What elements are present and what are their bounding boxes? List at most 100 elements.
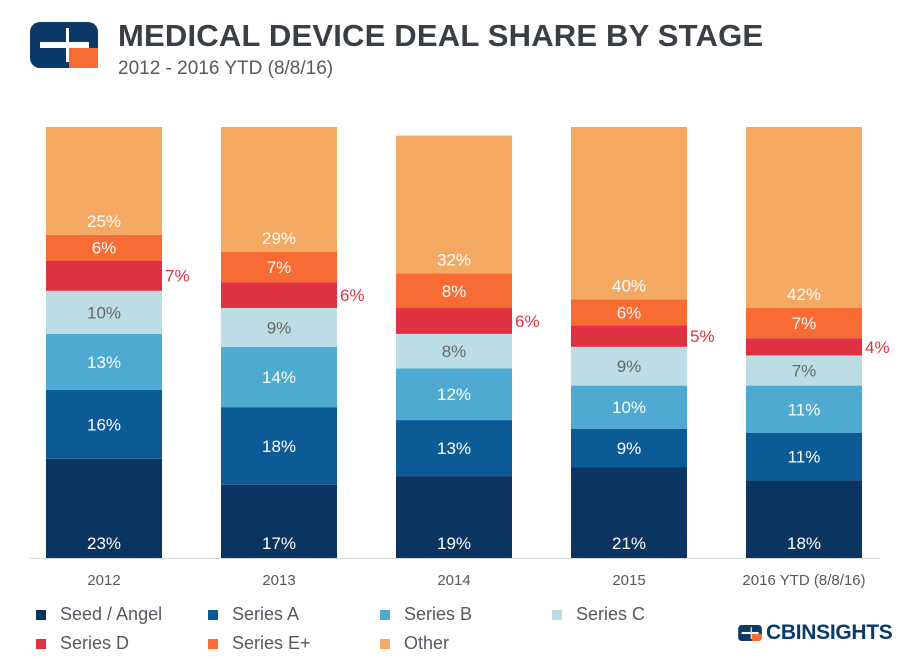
x-tick-label: 2012 (87, 572, 120, 589)
legend-label: Other (404, 633, 450, 653)
data-label: 4% (865, 338, 890, 357)
data-label: 12% (437, 385, 471, 404)
chart-subtitle: 2012 - 2016 YTD (8/8/16) (118, 58, 334, 79)
data-label: 18% (262, 437, 296, 456)
x-tick-label: 2016 YTD (8/8/16) (742, 572, 865, 589)
bar-segment (221, 282, 337, 309)
bar-segment (396, 476, 512, 558)
bar-segment (571, 127, 687, 300)
x-tick-label: 2014 (437, 572, 470, 589)
data-label: 18% (787, 534, 821, 553)
bar-segment (221, 251, 337, 283)
data-label: 9% (617, 439, 642, 458)
bar-segment (396, 273, 512, 309)
legend-swatch (36, 609, 46, 620)
data-label: 23% (87, 534, 121, 553)
legend-label: Series E+ (232, 633, 311, 653)
data-label: 11% (788, 448, 821, 467)
chart-title: MEDICAL DEVICE DEAL SHARE BY STAGE (118, 18, 764, 53)
bar-segment (571, 325, 687, 347)
data-label: 13% (87, 353, 121, 372)
bar-segment (46, 234, 162, 261)
data-label: 6% (92, 239, 117, 258)
legend-swatch (380, 609, 390, 620)
bar-segment (746, 338, 862, 356)
bar-segment (746, 127, 862, 309)
legend-label: Series C (576, 604, 646, 624)
bar-segment (221, 484, 337, 558)
legend-label: Series B (404, 604, 473, 624)
data-label: 13% (437, 439, 471, 458)
data-label: 7% (792, 362, 817, 381)
data-label: 17% (262, 534, 296, 553)
legend-item: Other (380, 633, 552, 654)
bar-segment (396, 420, 512, 477)
data-label: 25% (87, 212, 121, 231)
legend-item: Series D (36, 633, 208, 654)
bar-segment (46, 127, 162, 235)
bar-segment (746, 355, 862, 386)
data-label: 40% (612, 276, 646, 295)
data-label: 9% (267, 318, 292, 337)
bar-segment (46, 389, 162, 459)
data-label: 6% (515, 312, 540, 331)
bar-segment (746, 433, 862, 481)
data-label: 29% (262, 229, 296, 248)
bar-segment (571, 428, 687, 468)
data-label: 16% (87, 415, 121, 434)
legend-item: Series C (552, 604, 676, 625)
legend-swatch (208, 609, 218, 620)
legend-label: Series D (60, 633, 130, 653)
data-label: 8% (442, 282, 467, 301)
bar-segment (746, 308, 862, 339)
data-label: 6% (340, 286, 365, 305)
data-label: 5% (690, 327, 715, 346)
bar-segment (746, 480, 862, 558)
data-label: 42% (787, 285, 821, 304)
legend-item: Series E+ (208, 633, 380, 654)
stacked-bar-chart: 23% 16% 13% 10% 7% 6% 25% 2012 17% 18% 14% 9% 6% 7% 29… (30, 127, 890, 589)
data-label: 9% (617, 357, 642, 376)
data-label: 32% (437, 251, 471, 270)
x-tick-label: 2013 (262, 572, 295, 589)
legend-swatch (552, 609, 562, 620)
data-label: 11% (788, 400, 821, 419)
bar-segment (396, 333, 512, 369)
data-label: 7% (165, 267, 190, 286)
data-label: 10% (87, 303, 121, 322)
legend-item: Seed / Angel (36, 604, 208, 625)
bar-segment (571, 467, 687, 558)
cb-insights-brand: CBINSIGHTS (738, 621, 893, 645)
cb-insights-brand-icon (738, 625, 762, 641)
cb-insights-logo (30, 22, 98, 68)
bar-segment (221, 127, 337, 252)
data-label: 7% (792, 314, 817, 333)
bar-segment (396, 135, 512, 274)
data-label: 7% (267, 258, 292, 277)
bar-segment (46, 333, 162, 390)
chart-legend: Seed / Angel Series A Series B Series C Seri… (36, 604, 676, 654)
bar-segment (396, 308, 512, 334)
bar-segment (46, 260, 162, 291)
bar-segment (746, 385, 862, 434)
data-label: 19% (437, 534, 471, 553)
bar-segment (571, 299, 687, 326)
legend-swatch (36, 638, 46, 649)
data-label: 21% (612, 534, 646, 553)
bar-segment (571, 385, 687, 429)
legend-label: Series A (232, 604, 300, 624)
data-label: 10% (612, 398, 646, 417)
bar-segment (46, 458, 162, 558)
brand-text: CBINSIGHTS (766, 621, 893, 644)
bar-segment (571, 346, 687, 386)
legend-label: Seed / Angel (60, 604, 163, 624)
bar-segment (396, 368, 512, 421)
data-label: 8% (442, 342, 467, 361)
bar-segment (221, 407, 337, 485)
legend-item: Series B (380, 604, 552, 625)
bar-segment (221, 346, 337, 408)
x-tick-label: 2015 (612, 572, 645, 589)
legend-swatch (380, 638, 390, 649)
legend-item: Series A (208, 604, 380, 625)
data-label: 6% (617, 303, 642, 322)
